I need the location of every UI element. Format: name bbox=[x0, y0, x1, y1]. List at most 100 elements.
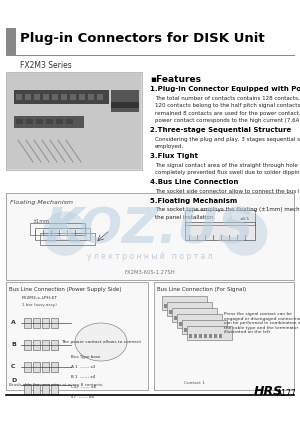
Text: Bus Line Connection (For Signal): Bus Line Connection (For Signal) bbox=[157, 287, 246, 292]
Text: 1.Plug-in Connector Equipped with Power contact: 1.Plug-in Connector Equipped with Power … bbox=[150, 86, 300, 92]
Bar bbox=[199, 322, 202, 326]
Bar bbox=[209, 322, 212, 326]
Text: Brush-able the connector at every 8 contacts.: Brush-able the connector at every 8 cont… bbox=[9, 383, 103, 387]
Bar bbox=[52, 94, 58, 100]
Bar bbox=[162, 296, 207, 310]
Bar bbox=[79, 94, 85, 100]
Bar bbox=[209, 328, 212, 332]
Bar bbox=[70, 94, 76, 100]
Bar bbox=[199, 310, 202, 314]
Bar bbox=[169, 310, 172, 314]
Bar bbox=[16, 94, 22, 100]
Bar bbox=[204, 334, 207, 338]
Text: FX2M3-60S-1.27SH: FX2M3-60S-1.27SH bbox=[125, 270, 175, 275]
Bar bbox=[169, 304, 172, 308]
Bar bbox=[56, 119, 63, 124]
Bar bbox=[46, 119, 53, 124]
Bar bbox=[6, 28, 16, 55]
Text: Plug-in Connectors for DISK Unit: Plug-in Connectors for DISK Unit bbox=[20, 32, 265, 45]
Bar bbox=[209, 334, 212, 338]
Text: FX2M3-x-LPH-6T: FX2M3-x-LPH-6T bbox=[22, 296, 58, 300]
Bar bbox=[194, 304, 197, 308]
Text: у л е к т р о н н ы й   п о р т а л: у л е к т р о н н ы й п о р т а л bbox=[87, 252, 213, 261]
Bar bbox=[182, 320, 227, 334]
Bar bbox=[189, 316, 192, 320]
Bar bbox=[42, 384, 49, 394]
Bar bbox=[154, 282, 294, 390]
Bar bbox=[42, 362, 49, 372]
Bar bbox=[187, 326, 232, 340]
Text: the panel installation.: the panel installation. bbox=[155, 215, 215, 219]
Bar bbox=[6, 72, 142, 170]
Bar bbox=[14, 90, 109, 104]
Text: A 1  ------ x2: A 1 ------ x2 bbox=[71, 365, 95, 369]
Bar bbox=[66, 119, 73, 124]
Bar bbox=[219, 334, 222, 338]
Bar bbox=[194, 310, 197, 314]
Bar bbox=[6, 282, 148, 390]
Text: HRS: HRS bbox=[254, 385, 283, 398]
Text: C: C bbox=[11, 363, 16, 368]
Text: The signal contact area of the straight through hole type has: The signal contact area of the straight … bbox=[155, 162, 300, 167]
Text: remained 8 contacts are used for the power contact. The: remained 8 contacts are used for the pow… bbox=[155, 110, 300, 116]
Bar bbox=[33, 318, 40, 328]
Bar bbox=[33, 362, 40, 372]
Bar bbox=[36, 119, 43, 124]
Bar bbox=[24, 362, 31, 372]
Bar bbox=[164, 304, 167, 308]
Bar bbox=[6, 193, 294, 280]
Bar bbox=[189, 310, 192, 314]
Bar bbox=[14, 116, 84, 128]
Text: Floating Mechanism: Floating Mechanism bbox=[10, 199, 73, 204]
Text: 4.Bus Line Connection: 4.Bus Line Connection bbox=[150, 179, 238, 185]
Text: 120 contacts belong to the half pitch signal contacts, and the: 120 contacts belong to the half pitch si… bbox=[155, 103, 300, 108]
Bar bbox=[111, 90, 139, 112]
Text: The socket type employs the floating (±1mm) mechanism for: The socket type employs the floating (±1… bbox=[155, 207, 300, 212]
Text: D: D bbox=[11, 377, 16, 382]
Bar bbox=[97, 94, 103, 100]
Bar bbox=[204, 322, 207, 326]
Bar bbox=[174, 304, 177, 308]
Bar bbox=[177, 314, 222, 328]
Bar bbox=[33, 384, 40, 394]
Bar bbox=[189, 322, 192, 326]
Text: ▪Features: ▪Features bbox=[150, 75, 201, 84]
Bar bbox=[51, 384, 58, 394]
Text: Bus Line Connection (Power Supply Side): Bus Line Connection (Power Supply Side) bbox=[9, 287, 122, 292]
Bar bbox=[184, 316, 187, 320]
Bar bbox=[16, 119, 23, 124]
Bar bbox=[167, 302, 212, 316]
Text: ±0.5: ±0.5 bbox=[240, 217, 250, 221]
Text: employed.: employed. bbox=[155, 144, 184, 149]
Bar bbox=[194, 334, 197, 338]
Bar bbox=[7, 73, 141, 169]
Text: KOZ.US: KOZ.US bbox=[45, 206, 255, 253]
Text: B: B bbox=[11, 342, 16, 346]
Bar bbox=[194, 322, 197, 326]
Text: Contact 1: Contact 1 bbox=[184, 381, 205, 385]
Bar bbox=[189, 334, 192, 338]
Bar bbox=[184, 328, 187, 332]
Bar bbox=[174, 316, 177, 320]
Bar bbox=[24, 318, 31, 328]
Bar bbox=[199, 334, 202, 338]
Bar bbox=[185, 222, 255, 240]
Ellipse shape bbox=[75, 323, 127, 361]
Text: 3.Flux Tight: 3.Flux Tight bbox=[150, 153, 198, 159]
Bar bbox=[214, 328, 217, 332]
Text: The socket side connector allow to connect the bus line.: The socket side connector allow to conne… bbox=[155, 189, 300, 193]
Bar bbox=[24, 384, 31, 394]
Bar bbox=[185, 210, 255, 225]
Bar bbox=[88, 94, 94, 100]
Bar bbox=[26, 119, 33, 124]
Bar bbox=[35, 228, 90, 240]
Bar bbox=[179, 316, 182, 320]
Text: FX2M3 Series: FX2M3 Series bbox=[20, 60, 72, 70]
Text: The total number of contacts contains 128 contacts, of which: The total number of contacts contains 12… bbox=[155, 96, 300, 100]
Text: 2.Three-stage Sequential Structure: 2.Three-stage Sequential Structure bbox=[150, 127, 291, 133]
Bar bbox=[184, 304, 187, 308]
Bar bbox=[194, 316, 197, 320]
Bar bbox=[42, 318, 49, 328]
Text: Press the signal contact can be
engaged or disengaged connection
can be performe: Press the signal contact can be engaged … bbox=[224, 312, 300, 334]
Bar bbox=[40, 233, 95, 245]
